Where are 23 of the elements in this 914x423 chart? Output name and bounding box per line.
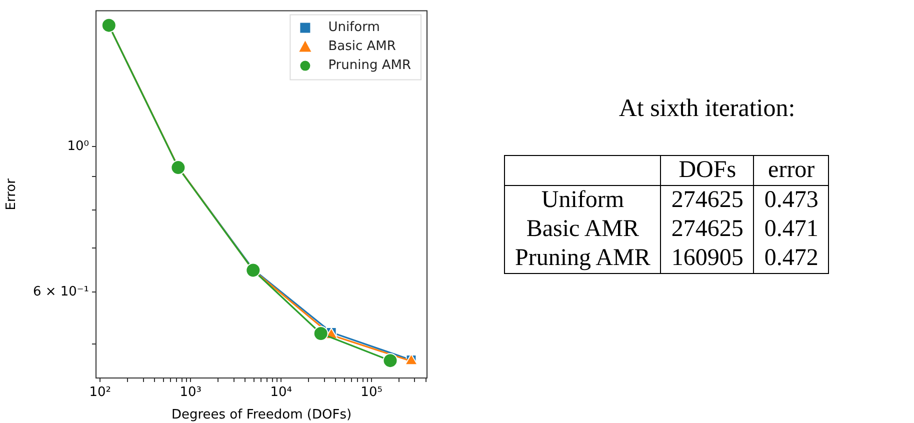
data-label: 274625 — [660, 186, 754, 215]
category-label: Uniform — [504, 186, 661, 215]
y-axis-title: Error — [4, 178, 20, 210]
x-tick-label: 10² — [89, 385, 112, 400]
text: DOFs — [660, 156, 754, 186]
x-tick-label: 10⁵ — [360, 385, 382, 400]
legend-label: Uniform — [328, 20, 380, 36]
category-label: Basic AMR — [504, 215, 661, 244]
data-label: 0.471 — [754, 215, 829, 244]
legend-label: Pruning AMR — [328, 58, 411, 74]
data-label: 160905 — [660, 244, 754, 274]
text: At sixth iteration: — [618, 95, 796, 123]
category-label: Pruning AMR — [504, 244, 661, 274]
legend-label: Basic AMR — [328, 39, 396, 54]
x-tick-label: 10³ — [180, 385, 202, 400]
x-axis-title: Degrees of Freedom (DOFs) — [171, 408, 352, 423]
y-tick-label: 10⁰ — [67, 138, 89, 154]
text: error — [754, 156, 829, 186]
data-label: 0.472 — [754, 244, 829, 274]
data-label: 274625 — [660, 215, 754, 244]
x-tick-label: 10⁴ — [270, 385, 292, 400]
data-label: 0.473 — [754, 186, 829, 215]
y-tick-label: 6 × 10⁻¹ — [32, 284, 89, 300]
